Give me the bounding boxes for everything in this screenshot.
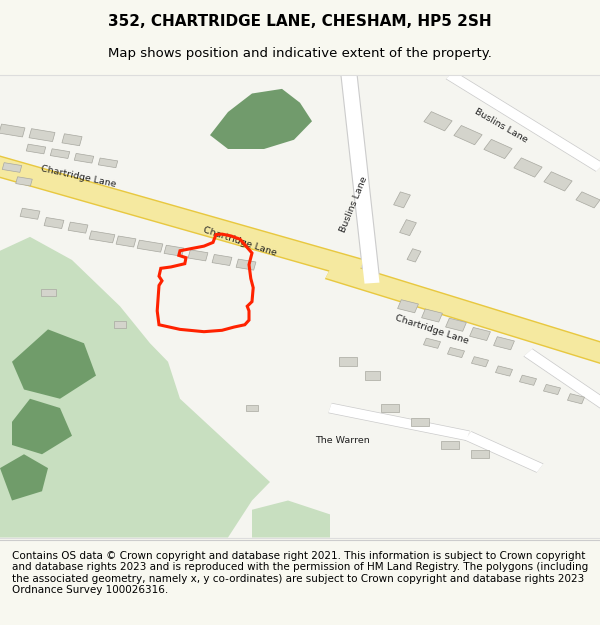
FancyBboxPatch shape	[544, 172, 572, 191]
FancyBboxPatch shape	[544, 384, 560, 394]
FancyBboxPatch shape	[212, 254, 232, 266]
FancyBboxPatch shape	[2, 162, 22, 172]
Polygon shape	[0, 454, 48, 501]
FancyBboxPatch shape	[568, 394, 584, 404]
Polygon shape	[340, 65, 380, 284]
Polygon shape	[328, 404, 470, 440]
FancyBboxPatch shape	[424, 112, 452, 131]
FancyBboxPatch shape	[454, 126, 482, 145]
FancyBboxPatch shape	[472, 357, 488, 367]
FancyBboxPatch shape	[114, 321, 126, 328]
Polygon shape	[465, 432, 543, 472]
FancyBboxPatch shape	[424, 338, 440, 348]
Polygon shape	[0, 148, 365, 279]
FancyBboxPatch shape	[164, 245, 184, 256]
Text: Buslins Lane: Buslins Lane	[473, 107, 529, 144]
FancyBboxPatch shape	[20, 208, 40, 219]
FancyBboxPatch shape	[339, 357, 357, 366]
FancyBboxPatch shape	[394, 192, 410, 208]
Text: Chartridge Lane: Chartridge Lane	[202, 226, 278, 258]
Polygon shape	[446, 71, 600, 172]
FancyBboxPatch shape	[246, 404, 258, 411]
FancyBboxPatch shape	[26, 144, 46, 154]
Polygon shape	[252, 501, 330, 538]
FancyBboxPatch shape	[448, 348, 464, 358]
Polygon shape	[326, 261, 600, 371]
FancyBboxPatch shape	[89, 231, 115, 243]
Polygon shape	[325, 259, 600, 372]
FancyBboxPatch shape	[236, 259, 256, 270]
Text: Chartridge Lane: Chartridge Lane	[394, 313, 470, 346]
FancyBboxPatch shape	[29, 129, 55, 142]
FancyBboxPatch shape	[74, 153, 94, 163]
FancyBboxPatch shape	[398, 300, 418, 312]
Polygon shape	[524, 349, 600, 426]
FancyBboxPatch shape	[514, 158, 542, 177]
Text: Buslins Lane: Buslins Lane	[338, 175, 370, 234]
FancyBboxPatch shape	[471, 450, 489, 458]
FancyBboxPatch shape	[484, 139, 512, 159]
Polygon shape	[12, 399, 72, 454]
Text: 352, CHARTRIDGE LANE, CHESHAM, HP5 2SH: 352, CHARTRIDGE LANE, CHESHAM, HP5 2SH	[108, 14, 492, 29]
FancyBboxPatch shape	[62, 134, 82, 146]
Text: Contains OS data © Crown copyright and database right 2021. This information is : Contains OS data © Crown copyright and d…	[12, 551, 588, 596]
FancyBboxPatch shape	[41, 289, 56, 296]
Polygon shape	[0, 237, 270, 538]
Polygon shape	[446, 71, 600, 171]
FancyBboxPatch shape	[16, 177, 32, 186]
FancyBboxPatch shape	[446, 318, 466, 331]
FancyBboxPatch shape	[98, 158, 118, 168]
FancyBboxPatch shape	[116, 236, 136, 247]
FancyBboxPatch shape	[365, 371, 380, 380]
FancyBboxPatch shape	[0, 124, 25, 137]
FancyBboxPatch shape	[137, 240, 163, 252]
FancyBboxPatch shape	[44, 217, 64, 229]
Text: The Warren: The Warren	[314, 436, 370, 445]
FancyBboxPatch shape	[494, 337, 514, 350]
Polygon shape	[341, 65, 379, 284]
Polygon shape	[328, 403, 470, 441]
Polygon shape	[0, 149, 364, 278]
Polygon shape	[12, 329, 96, 399]
FancyBboxPatch shape	[381, 404, 399, 412]
FancyBboxPatch shape	[50, 149, 70, 159]
FancyBboxPatch shape	[68, 222, 88, 233]
FancyBboxPatch shape	[188, 250, 208, 261]
FancyBboxPatch shape	[441, 441, 459, 449]
Text: Map shows position and indicative extent of the property.: Map shows position and indicative extent…	[108, 48, 492, 61]
Text: Chartridge Lane: Chartridge Lane	[40, 164, 116, 189]
FancyBboxPatch shape	[496, 366, 512, 376]
FancyBboxPatch shape	[422, 309, 442, 322]
Polygon shape	[464, 431, 544, 472]
FancyBboxPatch shape	[407, 249, 421, 262]
FancyBboxPatch shape	[576, 192, 600, 208]
Polygon shape	[210, 89, 312, 149]
FancyBboxPatch shape	[470, 328, 490, 341]
FancyBboxPatch shape	[400, 219, 416, 236]
Polygon shape	[523, 349, 600, 426]
FancyBboxPatch shape	[411, 418, 429, 426]
FancyBboxPatch shape	[520, 375, 536, 386]
